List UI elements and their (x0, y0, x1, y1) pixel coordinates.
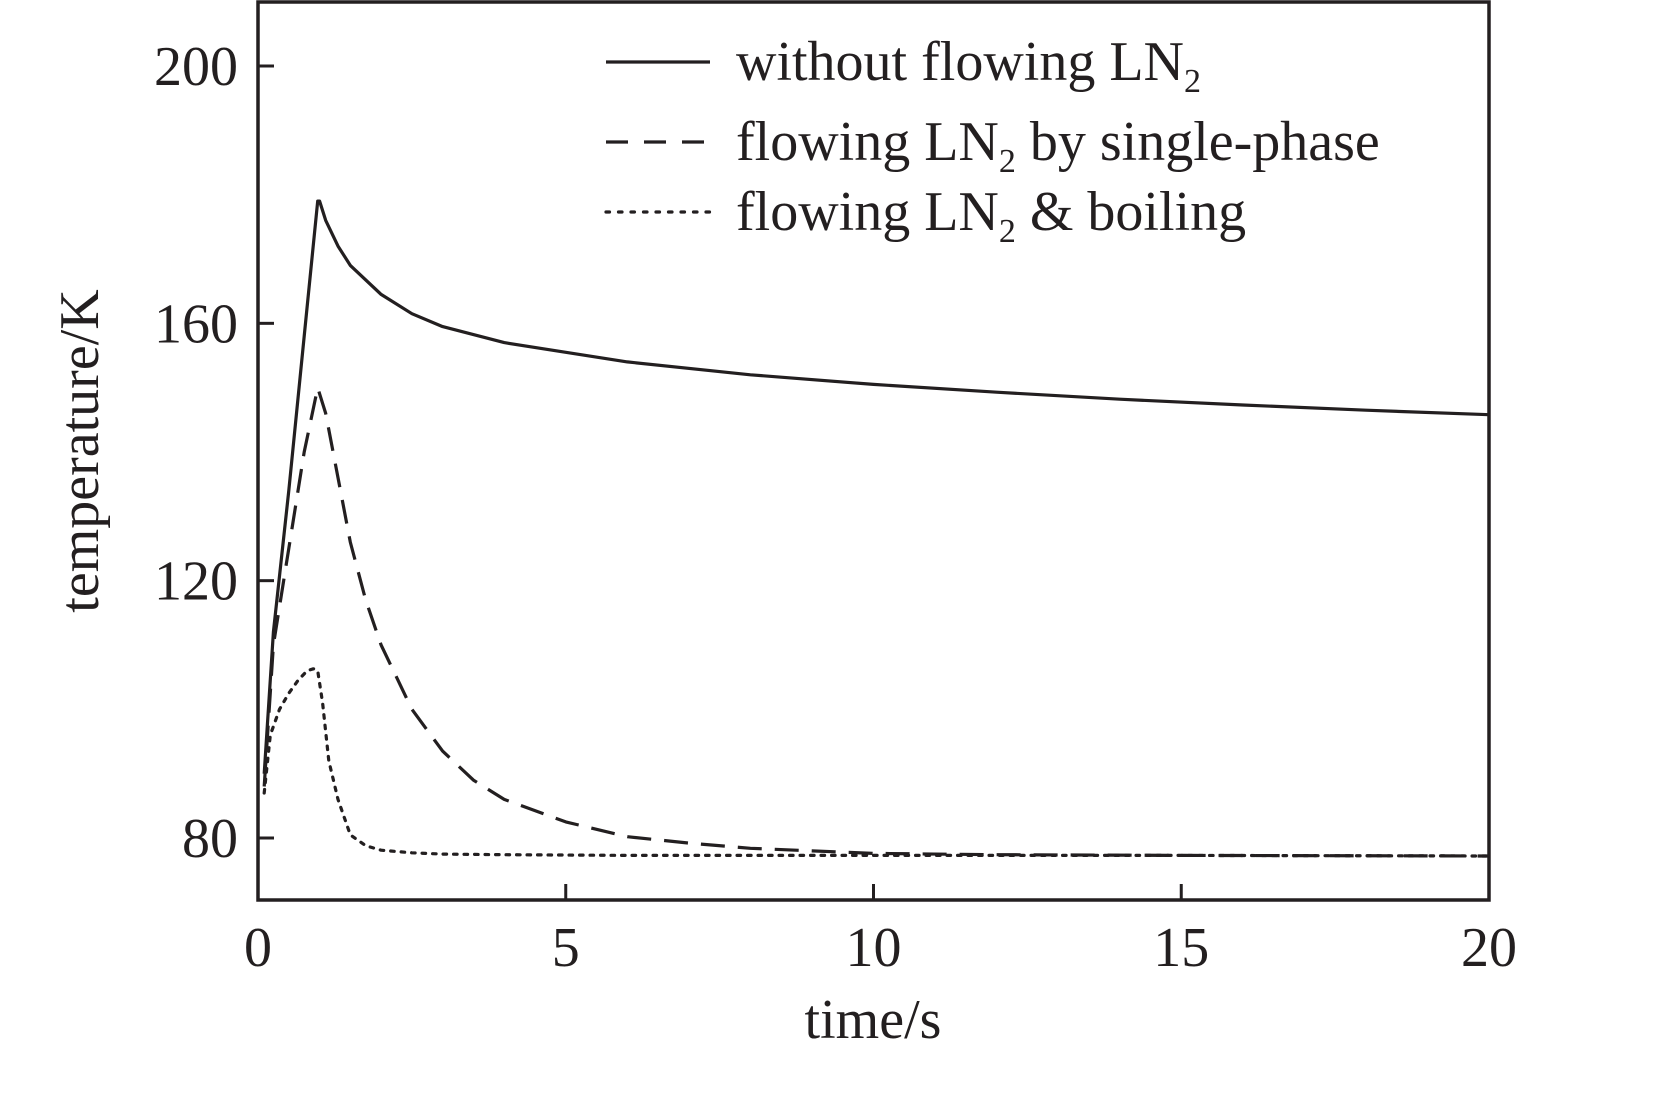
x-tick-label: 20 (1461, 917, 1517, 979)
x-tick-label: 0 (244, 917, 272, 979)
y-tick-label: 80 (182, 808, 238, 870)
y-tick-label: 200 (154, 36, 238, 98)
series-line-dotted (262, 667, 1491, 858)
legend-label: without flowing LN2 (736, 31, 1201, 100)
x-tick-label: 5 (552, 917, 580, 979)
x-axis: 0 5 10 15 20 (244, 884, 1517, 979)
series-line-dashed (262, 386, 1490, 858)
series-line-solid (262, 199, 1490, 774)
y-axis-title: temperature/K (49, 289, 111, 612)
legend-label: flowing LN2 & boiling (736, 181, 1246, 250)
series-layer (262, 199, 1491, 858)
y-tick-label: 160 (154, 293, 238, 355)
x-tick-label: 10 (846, 917, 902, 979)
legend-label: flowing LN2 by single-phase (736, 111, 1380, 180)
x-tick-label: 15 (1153, 917, 1209, 979)
y-tick-label: 120 (154, 551, 238, 613)
y-axis: 80 120 160 200 (154, 36, 274, 870)
legend: without flowing LN2 flowing LN2 by single… (604, 31, 1380, 250)
x-axis-title: time/s (805, 989, 942, 1051)
